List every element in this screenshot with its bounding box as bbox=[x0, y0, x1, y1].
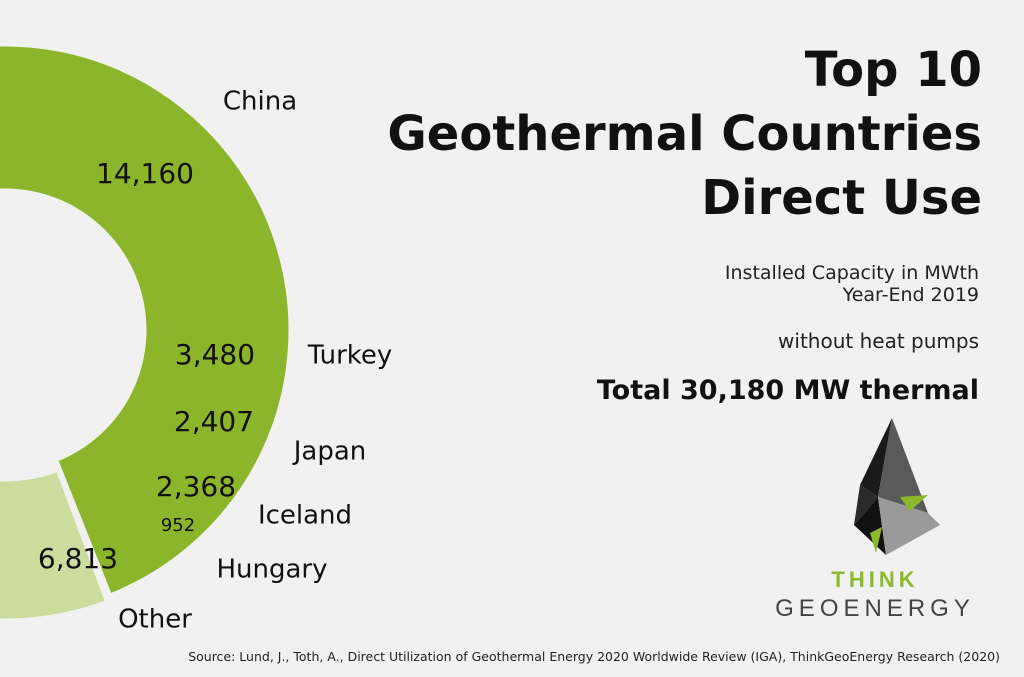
logo-think-text: THINK bbox=[831, 567, 919, 592]
category-label-iceland: Iceland bbox=[258, 501, 352, 531]
subtitle-capacity: Installed Capacity in MWth bbox=[724, 262, 979, 284]
value-label-turkey: 3,480 bbox=[175, 338, 255, 371]
title-line-1: Top 10 bbox=[804, 42, 982, 98]
slice-china bbox=[0, 43, 292, 597]
value-label-other: 6,813 bbox=[38, 542, 118, 575]
total-capacity: Total 30,180 MW thermal bbox=[596, 375, 979, 406]
source-note: Source: Lund, J., Toth, A., Direct Utili… bbox=[188, 649, 1000, 664]
value-label-japan: 2,407 bbox=[174, 405, 254, 438]
value-label-hungary: 952 bbox=[161, 515, 195, 536]
chart-title: Top 10 Geothermal Countries Direct Use bbox=[387, 38, 982, 230]
logo-geoenergy-text: GEOENERGY bbox=[775, 595, 975, 622]
value-label-china: 14,160 bbox=[96, 157, 194, 190]
category-label-other: Other bbox=[118, 605, 192, 635]
category-label-japan: Japan bbox=[292, 437, 367, 467]
title-line-3: Direct Use bbox=[701, 170, 982, 226]
value-label-iceland: 2,368 bbox=[156, 470, 236, 503]
slice-turkey bbox=[0, 468, 109, 622]
logo-mark-icon bbox=[854, 418, 940, 555]
thinkgeoenergy-logo: THINK GEOENERGY bbox=[760, 415, 990, 630]
category-label-hungary: Hungary bbox=[216, 555, 327, 585]
subtitle-heat-pumps: without heat pumps bbox=[778, 329, 979, 353]
category-label-china: China bbox=[223, 87, 297, 117]
category-label-turkey: Turkey bbox=[307, 341, 393, 371]
subtitle-year: Year-End 2019 bbox=[842, 284, 979, 306]
title-line-2: Geothermal Countries bbox=[387, 106, 982, 162]
